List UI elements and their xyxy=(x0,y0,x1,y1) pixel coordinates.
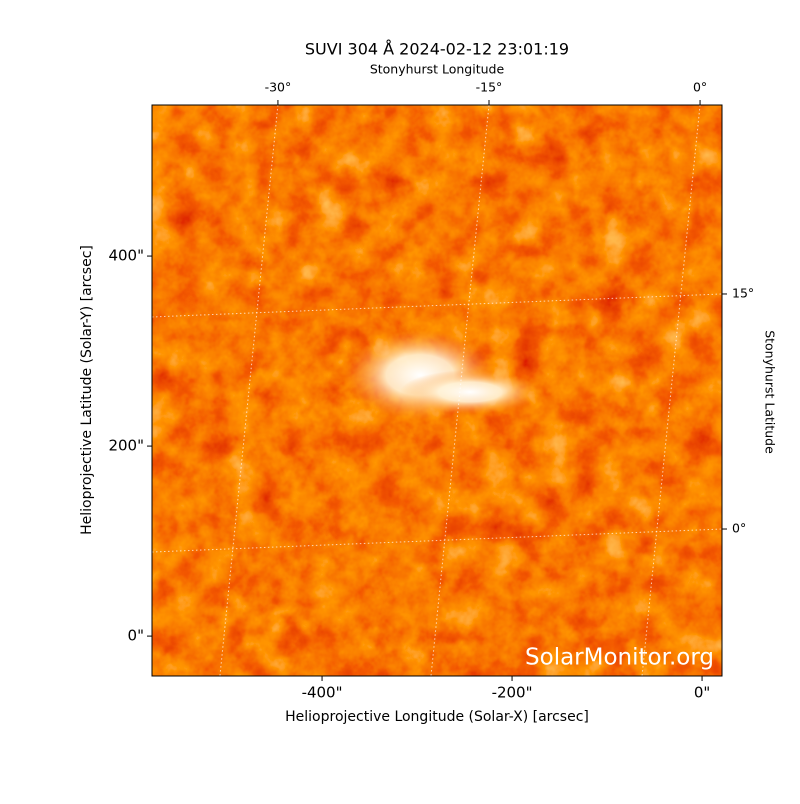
plot-frame xyxy=(151,104,723,677)
latitude-grid-line xyxy=(152,293,722,318)
x-tick-label: -200" xyxy=(492,684,533,702)
solar-image xyxy=(152,105,722,676)
y-label: Helioprojective Latitude (Solar-Y) [arcs… xyxy=(79,245,95,535)
latitude-grid-line xyxy=(152,528,722,553)
x2-label: Stonyhurst Longitude xyxy=(370,62,505,77)
x2-tick-label: -15° xyxy=(476,80,503,95)
y-tick-label: 200" xyxy=(108,437,144,455)
y2-tick-label: 15° xyxy=(732,285,754,300)
x2-tick-label: -30° xyxy=(265,80,292,95)
y2-tick-label: 0° xyxy=(732,521,746,536)
y-tick-label: 0" xyxy=(128,627,144,645)
watermark: SolarMonitor.org xyxy=(525,645,714,671)
x-tick-label: -400" xyxy=(302,684,343,702)
chart-title: SUVI 304 Å 2024-02-12 23:01:19 xyxy=(305,40,569,59)
y2-label: Stonyhurst Latitude xyxy=(763,330,778,454)
x-label: Helioprojective Longitude (Solar-X) [arc… xyxy=(285,709,589,725)
y-tick-label: 400" xyxy=(108,247,144,265)
x2-tick-label: 0° xyxy=(693,80,707,95)
x-tick-label: 0" xyxy=(694,684,710,702)
